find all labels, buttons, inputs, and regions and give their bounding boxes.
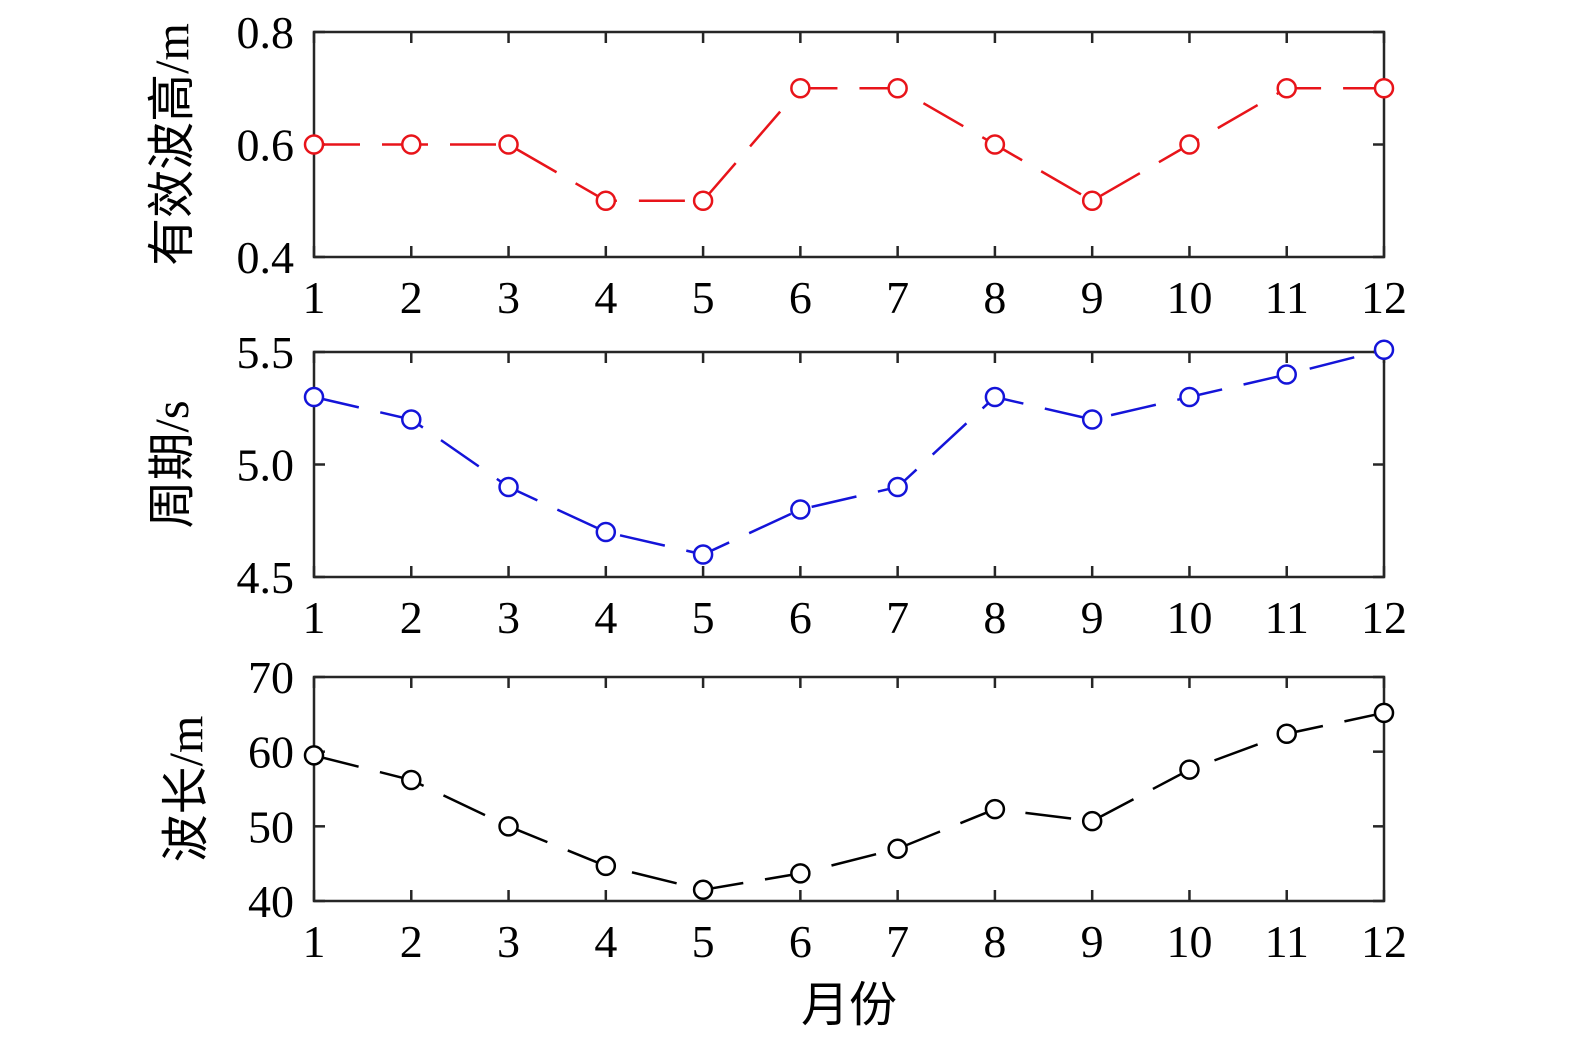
panel-1-xtick-label: 3 [497, 272, 520, 323]
panel-3-xtick-label: 1 [303, 916, 326, 967]
panel-3-ylabel: 波长/m [160, 716, 213, 863]
panel-3-axes-box [312, 675, 1386, 903]
panel-3-data-point [1179, 759, 1200, 780]
panel-3-data-point [595, 855, 617, 877]
panel-3-data-point [790, 863, 811, 884]
panel-1-data-point [1179, 134, 1200, 155]
panel-3-xtick-label: 6 [789, 916, 812, 967]
panel-2-xtick-label: 11 [1265, 592, 1309, 643]
panel-2-data-point [790, 499, 811, 520]
panel-1-xtick-label: 11 [1265, 272, 1309, 323]
panel-2-ytick-label: 5.0 [237, 440, 295, 491]
panel-1-xtick-label: 6 [789, 272, 812, 323]
panel-3-xtick-label: 9 [1081, 916, 1104, 967]
panel-1-xtick-label: 2 [400, 272, 423, 323]
panel-2-xtick-label: 12 [1361, 592, 1407, 643]
panel-3-xlabel: 月份 [801, 979, 897, 1032]
panel-1-ylabel: 有效波高/m [146, 23, 199, 266]
panel-3-data-point [984, 798, 1006, 820]
panel-3-xtick-label: 12 [1361, 916, 1407, 967]
panel-3-ytick-label: 40 [248, 876, 294, 927]
panel-2-data-point [1373, 339, 1395, 360]
panel-2-data-point [498, 476, 519, 498]
panel-2-xtick-label: 2 [400, 592, 423, 643]
panel-3-xtick-label: 8 [983, 916, 1006, 967]
panel-3-data-point [692, 879, 714, 901]
panel-2-data-point [887, 476, 908, 498]
panel-1-data-point [692, 190, 714, 211]
panel-2-data-point [1081, 409, 1103, 430]
panel-3-data-point [1276, 723, 1297, 744]
panel-1-xtick-label: 10 [1166, 272, 1212, 323]
panel-3-xtick-label: 7 [886, 916, 909, 967]
panel-2-data-point [984, 386, 1006, 408]
panel-1-xtick-label: 9 [1081, 272, 1104, 323]
panel-3-data-point [498, 816, 519, 837]
panel-2-data-point [1276, 364, 1297, 385]
panel-2-xtick-label: 3 [497, 592, 520, 643]
panel-2-series-line [313, 348, 1385, 556]
panel-1-data-point [303, 134, 325, 155]
panel-1-ytick-label: 0.8 [237, 7, 295, 58]
panel-3-xtick-label: 4 [594, 916, 617, 967]
panel-3-xtick-label: 2 [400, 916, 423, 967]
panel-1-data-point [1081, 190, 1103, 211]
panel-2-xtick-label: 7 [886, 592, 909, 643]
panel-1-xtick-label: 7 [886, 272, 909, 323]
panel-1-data-point [1373, 78, 1395, 99]
panel-3-data-point [887, 838, 908, 859]
panel-2-xtick-label: 10 [1166, 592, 1212, 643]
panel-3-data-point [401, 769, 422, 791]
panel-3-data-point [303, 745, 325, 766]
panel-3-data-point [1373, 702, 1395, 724]
panel-3-series-line [313, 711, 1385, 892]
panel-1-ytick-label: 0.4 [237, 232, 295, 283]
panel-1-xtick-label: 5 [692, 272, 715, 323]
panel-1-data-point [887, 78, 908, 99]
panel-2-xtick-label: 5 [692, 592, 715, 643]
panel-1-xtick-label: 8 [983, 272, 1006, 323]
panel-1-data-point [984, 134, 1006, 155]
panel-2-data-point [303, 386, 325, 408]
panel-1-xtick-label: 1 [303, 272, 326, 323]
panel-3-xtick-label: 5 [692, 916, 715, 967]
panel-1-xtick-label: 12 [1361, 272, 1407, 323]
panel-2-ytick-label: 4.5 [237, 552, 295, 603]
panel-1-ytick-label: 0.6 [237, 120, 295, 171]
panel-2-xtick-label: 4 [594, 592, 617, 643]
panel-1-data-point [401, 134, 422, 155]
panel-3-xtick-label: 11 [1265, 916, 1309, 967]
panel-1-data-point [595, 190, 617, 211]
panel-3-ytick-label: 50 [248, 801, 294, 852]
panel-1-data-point [790, 78, 811, 99]
panel-1-series-line [314, 87, 1384, 203]
panel-2-data-point [1179, 386, 1200, 408]
panel-2-data-point [692, 544, 714, 565]
panel-2-xtick-label: 1 [303, 592, 326, 643]
panel-1-data-point [1276, 78, 1297, 99]
panel-1-data-point [498, 134, 519, 155]
panel-3-ytick-label: 60 [248, 727, 294, 778]
panel-3-data-point [1081, 810, 1103, 832]
panel-2-xtick-label: 9 [1081, 592, 1104, 643]
panel-2-xtick-label: 6 [789, 592, 812, 643]
panel-1-xtick-label: 4 [594, 272, 617, 323]
panel-2-data-point [401, 409, 422, 430]
panel-2-ytick-label: 5.5 [237, 327, 295, 378]
panel-2-xtick-label: 8 [983, 592, 1006, 643]
panel-3-xtick-label: 10 [1166, 916, 1212, 967]
panel-3-ytick-label: 70 [248, 652, 294, 703]
panel-3-xtick-label: 3 [497, 916, 520, 967]
panel-2-ylabel: 周期/s [146, 400, 199, 528]
panel-2-data-point [595, 521, 617, 543]
